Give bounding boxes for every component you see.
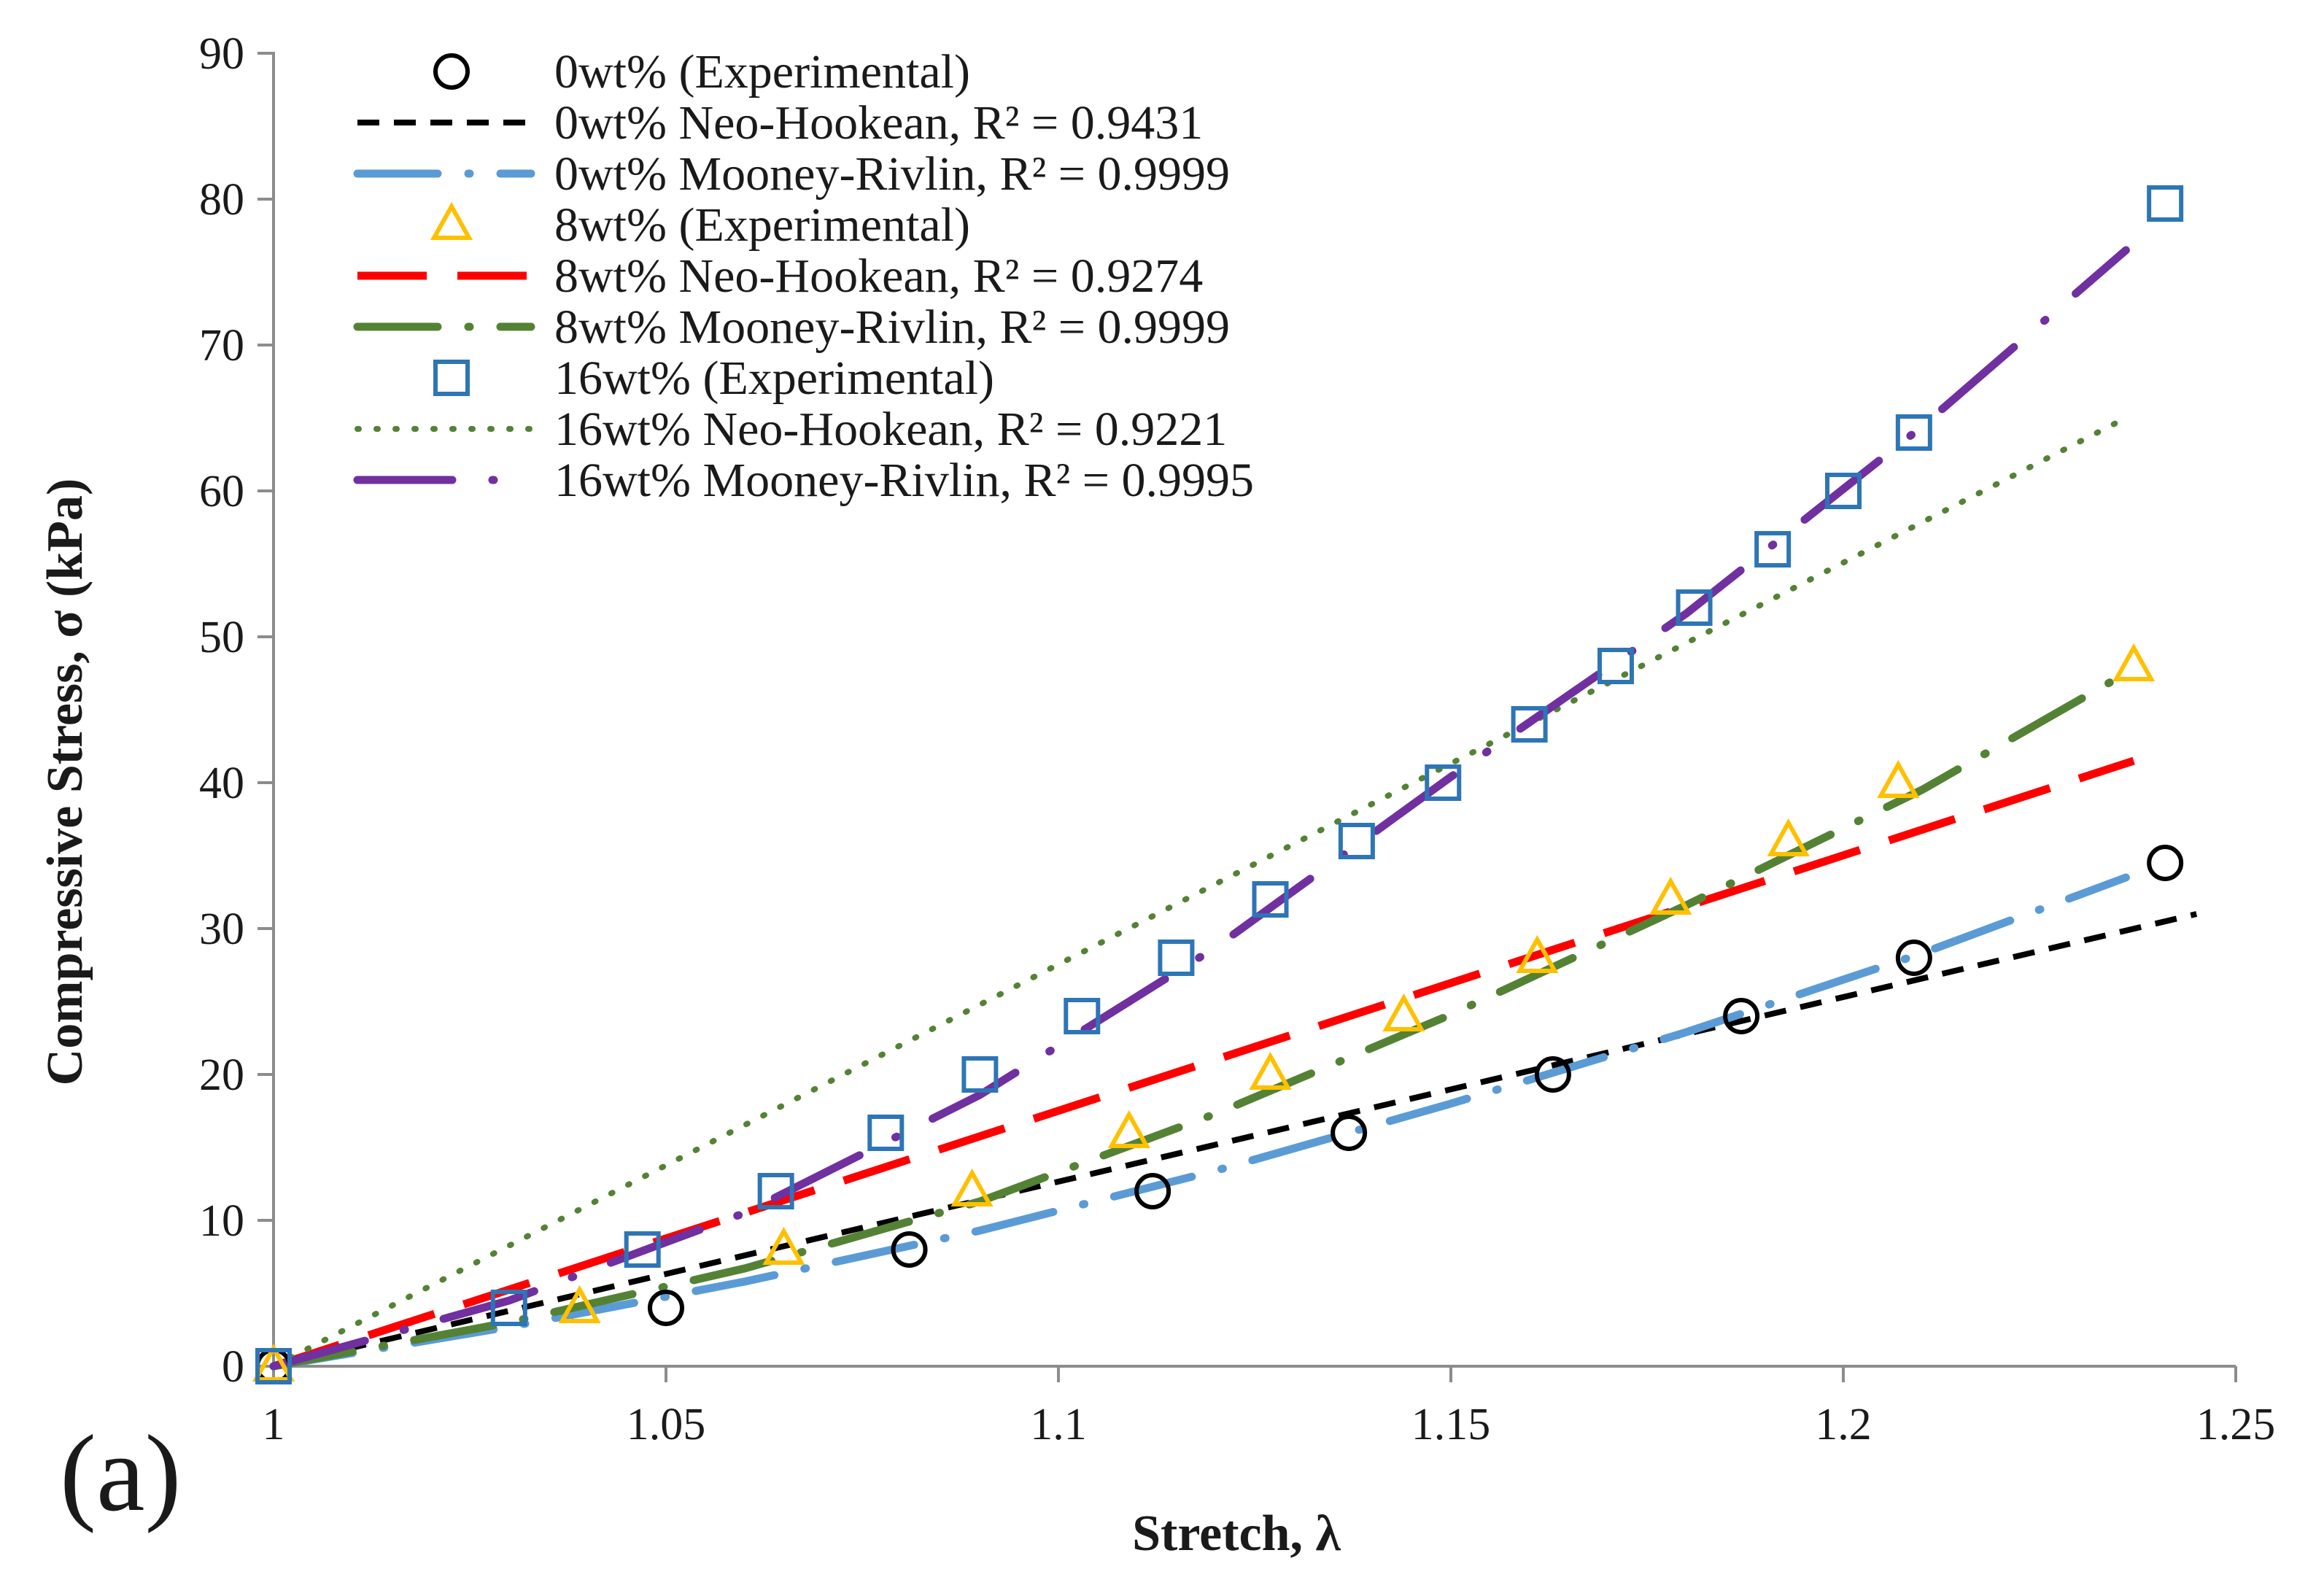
data-point — [2147, 845, 2184, 881]
x-tick-label: 1.25 — [2196, 1400, 2276, 1449]
data-point — [1825, 473, 1862, 509]
legend-item: 16wt% Neo-Hookean, R² = 0.9221 — [355, 403, 1227, 456]
x-tick-label: 1.15 — [1411, 1400, 1491, 1449]
data-point — [867, 1115, 905, 1151]
legend-item: 0wt% Mooney-Rivlin, R² = 0.9999 — [353, 147, 1230, 201]
x-tick-label: 1 — [263, 1400, 285, 1449]
y-tick-label: 90 — [199, 29, 244, 79]
data-point — [1597, 648, 1634, 684]
panel-label: (a) — [60, 1413, 181, 1534]
plot-series — [252, 185, 2198, 1384]
data-point — [1511, 706, 1548, 743]
legend-symbol — [433, 53, 470, 90]
data-point — [961, 1056, 999, 1093]
y-tick-label: 0 — [222, 1342, 244, 1392]
data-point — [648, 1290, 684, 1326]
legend-item: 16wt% (Experimental) — [433, 352, 994, 405]
legend-label: 16wt% Neo-Hookean, R² = 0.9221 — [554, 403, 1227, 456]
data-point — [1338, 823, 1375, 859]
data-point — [1425, 764, 1462, 801]
data-point — [1723, 998, 1760, 1034]
series-line-0wt-mooney-rivlin-r-0-9999 — [269, 873, 2130, 1371]
data-point — [1516, 934, 1559, 973]
data-point — [1252, 881, 1289, 918]
data-point — [2147, 185, 2184, 222]
legend-symbol — [433, 360, 470, 396]
y-tick-label: 20 — [199, 1050, 244, 1100]
data-point — [891, 1231, 928, 1268]
y-tick-label: 60 — [199, 467, 244, 516]
data-point — [1064, 998, 1101, 1034]
data-point — [1676, 589, 1713, 626]
x-tick-label: 1.1 — [1030, 1400, 1087, 1449]
data-point — [1895, 940, 1932, 976]
legend-label: 0wt% Neo-Hookean, R² = 0.9431 — [554, 96, 1203, 150]
y-axis-title: Compressive Stress, σ (kPa) — [37, 479, 93, 1086]
legend: 0wt% (Experimental)0wt% Neo-Hookean, R² … — [353, 45, 1254, 507]
legend-item: 8wt% Mooney-Rivlin, R² = 0.9999 — [353, 301, 1230, 354]
y-tick-label: 50 — [199, 613, 244, 662]
series-line-8wt-neo-hookean-r-0-9274 — [272, 756, 2135, 1371]
x-axis-title: Stretch, λ — [1132, 1506, 1341, 1562]
data-point — [1249, 1051, 1292, 1090]
series-markers-0wt-experimental — [255, 845, 2184, 1384]
legend-label: 16wt% Mooney-Rivlin, R² = 0.9995 — [554, 454, 1254, 507]
series-markers-16wt-experimental — [255, 185, 2184, 1384]
x-tick-label: 1.05 — [627, 1400, 706, 1449]
data-point — [1754, 531, 1792, 567]
data-point — [1134, 1173, 1171, 1209]
legend-symbol — [430, 201, 473, 240]
legend-label: 8wt% Neo-Hookean, R² = 0.9274 — [554, 249, 1203, 303]
series-line-16wt-neo-hookean-r-0-9221 — [271, 415, 2129, 1369]
legend-item: 16wt% Mooney-Rivlin, R² = 0.9995 — [353, 454, 1254, 507]
series-markers-8wt-experimental — [252, 643, 2156, 1382]
series-line-16wt-mooney-rivlin-r-0-9995 — [269, 246, 2130, 1371]
data-point — [1158, 940, 1195, 976]
legend-item: 8wt% (Experimental) — [430, 198, 970, 252]
y-tick-label: 40 — [199, 759, 244, 808]
legend-label: 16wt% (Experimental) — [554, 352, 994, 405]
legend-item: 0wt% (Experimental) — [433, 45, 970, 98]
data-point — [624, 1231, 661, 1268]
legend-label: 0wt% (Experimental) — [554, 45, 970, 98]
series-line-0wt-neo-hookean-r-0-9431 — [273, 911, 2198, 1369]
y-tick-label: 80 — [199, 175, 244, 225]
data-point — [1877, 759, 1920, 798]
data-point — [2112, 643, 2156, 681]
legend-label: 0wt% Mooney-Rivlin, R² = 0.9999 — [554, 147, 1230, 201]
data-point — [1895, 414, 1932, 451]
data-point — [1767, 818, 1810, 856]
legend-item: 0wt% Neo-Hookean, R² = 0.9431 — [357, 96, 1203, 150]
data-point — [762, 1226, 805, 1265]
data-point — [1331, 1115, 1368, 1151]
y-tick-label: 70 — [199, 321, 244, 371]
x-tick-label: 1.2 — [1815, 1400, 1872, 1449]
y-tick-label: 10 — [199, 1196, 244, 1246]
legend-label: 8wt% Mooney-Rivlin, R² = 0.9999 — [554, 301, 1230, 354]
data-point — [558, 1285, 601, 1323]
data-point — [1534, 1056, 1571, 1093]
data-point — [757, 1173, 794, 1209]
data-point — [1382, 993, 1425, 1031]
series-line-8wt-mooney-rivlin-r-0-9999 — [269, 669, 2130, 1371]
legend-item: 8wt% Neo-Hookean, R² = 0.9274 — [357, 249, 1203, 303]
legend-label: 8wt% (Experimental) — [554, 198, 970, 252]
data-point — [950, 1168, 994, 1206]
data-point — [1649, 876, 1692, 915]
data-point — [252, 1343, 295, 1382]
data-point — [255, 1348, 292, 1384]
axes: 0 10 20 30 40 50 60 70 80 90 1 1.05 1.1 1.15 1.2 1.25 — [199, 29, 2275, 1449]
data-point — [490, 1290, 527, 1326]
y-tick-label: 30 — [199, 904, 244, 954]
data-point — [1107, 1109, 1150, 1148]
